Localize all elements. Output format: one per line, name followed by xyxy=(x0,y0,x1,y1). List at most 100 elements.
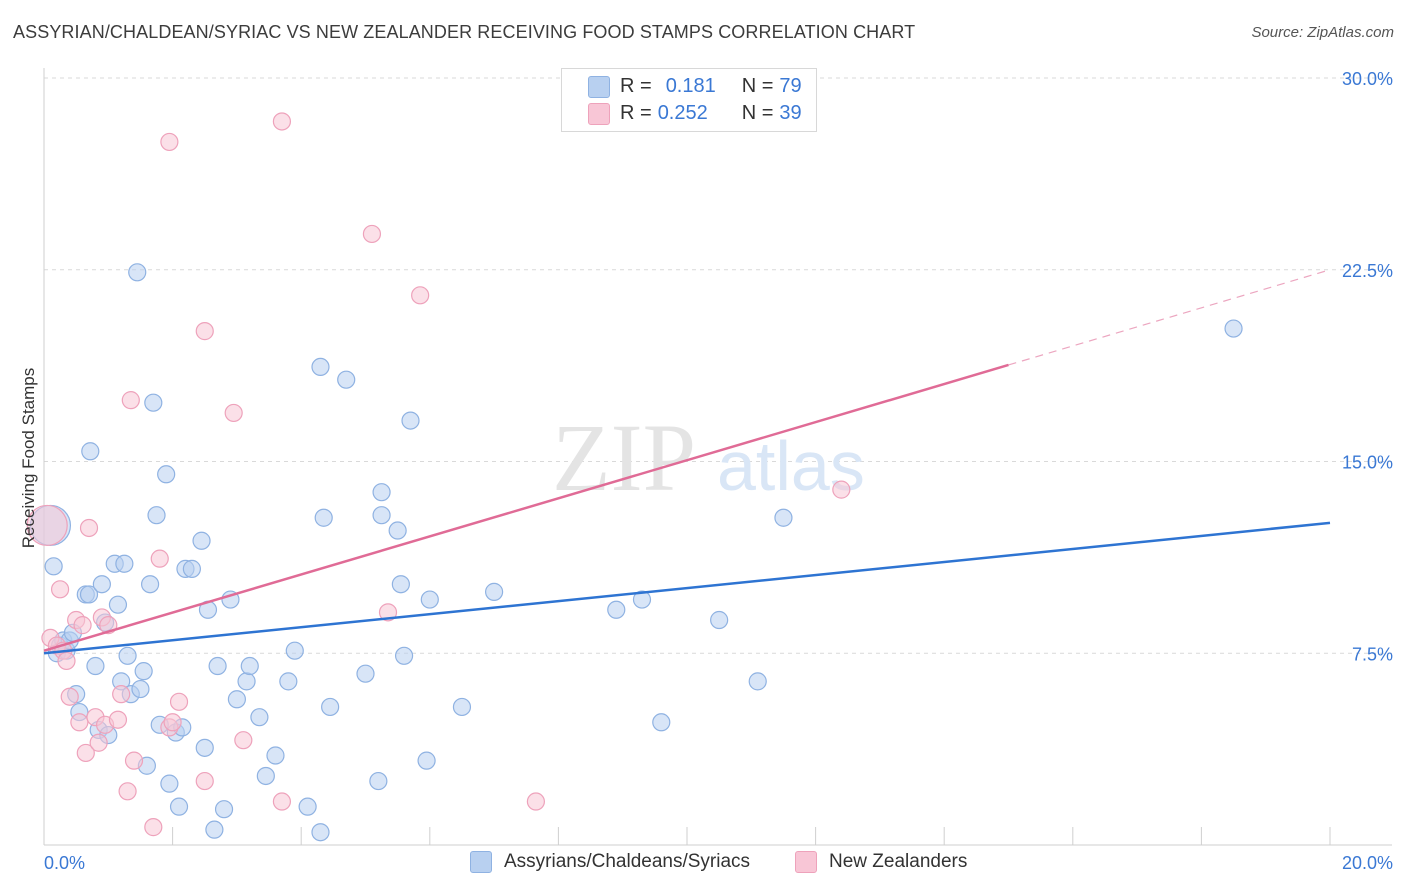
data-point-pink xyxy=(195,322,214,341)
legend-swatch-pink xyxy=(588,103,610,125)
data-point-blue xyxy=(131,679,150,699)
data-point-blue xyxy=(144,393,163,412)
data-point-blue xyxy=(311,823,330,842)
data-point-blue xyxy=(388,521,407,540)
data-point-blue xyxy=(115,554,134,573)
data-point-blue xyxy=(128,263,147,282)
data-point-blue xyxy=(182,559,201,578)
bottom-legend-blue: Assyrians/Chaldeans/Syriacs xyxy=(470,851,750,873)
data-point-blue xyxy=(369,771,388,791)
data-point-pink xyxy=(76,743,95,763)
legend-n-value: 79 xyxy=(779,74,802,97)
data-point-blue xyxy=(420,590,439,609)
legend-swatch-blue xyxy=(588,76,610,98)
data-point-blue xyxy=(118,646,137,665)
data-point-blue xyxy=(160,774,179,793)
legend-row-blue: R = 0.181 N = 79 xyxy=(620,74,802,98)
bottom-legend-label-pink: New Zealanders xyxy=(829,851,968,872)
chart-title: ASSYRIAN/CHALDEAN/SYRIAC VS NEW ZEALANDE… xyxy=(13,22,916,42)
data-point-blue xyxy=(140,575,160,594)
y-tick-label: 30.0% xyxy=(1342,69,1393,89)
trend-line-pink xyxy=(43,363,1009,652)
data-point-blue xyxy=(44,557,63,576)
data-point-pink xyxy=(163,713,182,732)
data-point-pink xyxy=(112,685,131,704)
bottom-legend-swatch-blue xyxy=(470,851,492,873)
legend-n-label: N = xyxy=(741,101,774,124)
data-point-blue xyxy=(79,585,99,604)
data-point-blue xyxy=(321,697,340,717)
data-point-pink xyxy=(144,818,163,837)
data-point-blue xyxy=(250,708,269,727)
data-point-blue xyxy=(652,713,671,732)
data-point-blue xyxy=(311,357,330,377)
data-point-pink xyxy=(70,713,89,732)
data-point-blue xyxy=(417,751,436,770)
data-point-blue xyxy=(285,641,304,660)
data-point-blue xyxy=(240,656,259,676)
stats-legend: R = 0.181 N = 79 R = 0.252 N = 39 xyxy=(561,68,817,132)
data-point-blue xyxy=(108,595,128,614)
tick-labels: 7.5% 15.0% 22.5% 30.0% 0.0% 20.0% xyxy=(44,69,1393,873)
data-point-blue xyxy=(256,766,275,786)
data-point-pink xyxy=(73,616,92,635)
data-point-blue xyxy=(372,506,391,525)
trend-line-blue xyxy=(43,521,1331,655)
data-point-blue xyxy=(774,508,793,527)
data-point-pink xyxy=(411,286,430,305)
x-tick-label: 20.0% xyxy=(1342,853,1393,873)
data-point-blue xyxy=(485,582,504,601)
data-point-pink xyxy=(272,792,292,811)
data-point-blue xyxy=(157,465,176,484)
data-point-pink xyxy=(26,504,68,547)
data-point-pink xyxy=(124,751,144,770)
data-point-blue xyxy=(227,690,246,709)
data-point-blue xyxy=(401,411,420,430)
data-point-pink xyxy=(60,687,79,706)
bottom-legend-swatch-pink xyxy=(795,851,817,873)
data-point-pink xyxy=(234,731,253,750)
data-point-blue xyxy=(1224,319,1243,338)
source-label: Source: ZipAtlas.com xyxy=(1251,24,1394,41)
trend-lines xyxy=(43,269,1331,655)
data-points xyxy=(26,112,1243,842)
data-point-blue xyxy=(266,746,285,765)
data-point-blue xyxy=(169,797,189,816)
data-point-blue xyxy=(394,646,414,665)
watermark: ZIP atlas xyxy=(552,404,865,511)
x-tick-label: 0.0% xyxy=(44,853,85,873)
data-point-blue xyxy=(237,672,256,691)
data-point-blue xyxy=(372,483,391,502)
y-axis-label: Receiving Food Stamps xyxy=(19,368,38,548)
data-point-pink xyxy=(272,112,292,131)
data-point-blue xyxy=(134,662,153,681)
data-point-blue xyxy=(337,370,356,389)
data-point-pink xyxy=(118,782,137,801)
data-point-pink xyxy=(378,603,398,622)
data-point-pink xyxy=(195,771,214,791)
data-point-blue xyxy=(214,800,234,819)
data-point-pink xyxy=(79,518,99,538)
data-point-pink xyxy=(224,403,243,423)
legend-n-value: 39 xyxy=(779,101,802,124)
data-point-pink xyxy=(832,480,851,499)
data-point-blue xyxy=(147,506,166,525)
y-tick-label: 15.0% xyxy=(1342,453,1393,473)
data-point-blue xyxy=(195,738,214,757)
legend-r-label: R = xyxy=(620,74,652,97)
bottom-legend-label-blue: Assyrians/Chaldeans/Syriacs xyxy=(504,851,751,872)
y-tick-label: 22.5% xyxy=(1342,261,1393,281)
data-point-blue xyxy=(86,656,105,676)
grid-lines xyxy=(44,77,1392,654)
data-point-blue xyxy=(298,797,317,816)
legend-r-label: R = xyxy=(620,101,652,124)
legend-n-label: N = xyxy=(741,74,774,97)
data-point-pink xyxy=(160,132,179,152)
data-point-blue xyxy=(92,575,111,594)
data-point-blue xyxy=(452,697,472,717)
trend-line-extension-pink xyxy=(1008,269,1331,366)
data-point-pink xyxy=(526,792,545,811)
data-point-blue xyxy=(710,610,729,630)
bottom-legend-pink: New Zealanders xyxy=(795,851,967,873)
